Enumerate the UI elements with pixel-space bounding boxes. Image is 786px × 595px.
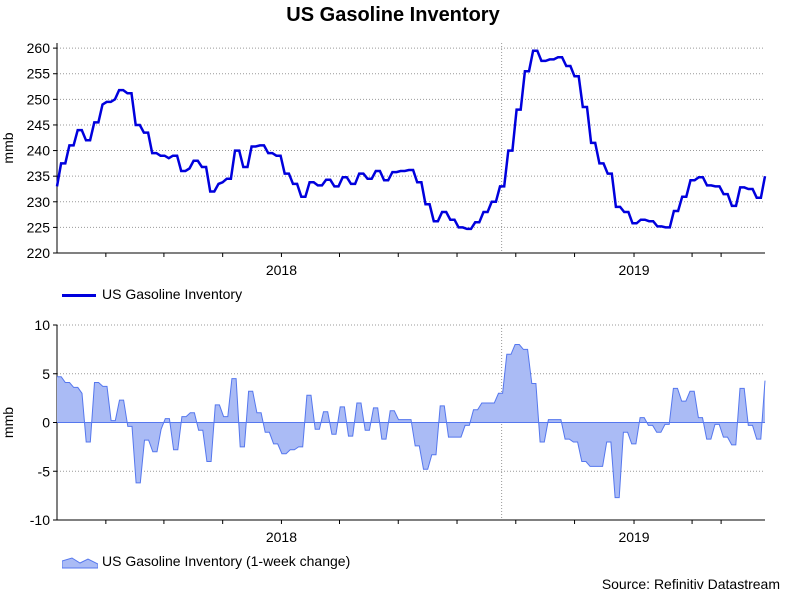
top-ytick-label: 245 [27,117,51,133]
top-ylabel: mmb [0,132,16,163]
bottom-legend-swatch [61,557,99,569]
top-legend-swatch [62,293,96,297]
bottom-legend: US Gasoline Inventory (1-week change) [61,553,351,569]
bottom-ytick-label: 10 [34,317,50,333]
top-ytick-label: 220 [27,245,51,261]
top-ytick-label: 225 [27,219,51,235]
bottom-ylabel: mmb [0,407,16,438]
top-ytick-label: 255 [27,66,51,82]
top-xtick-label: 2019 [618,262,649,278]
top-panel: 220 225 230 235 240 245 250 255 260 2018 2019 mmb [0,40,767,278]
bottom-ytick-label: 5 [42,366,50,382]
bottom-panel: -10 -5 0 5 10 2018 2019 mmb [0,317,766,545]
bottom-ytick-label: -10 [30,512,50,528]
top-ytick-label: 250 [27,91,51,107]
change-line [57,344,766,499]
inventory-line [55,49,767,231]
top-ytick-label: 240 [27,143,51,159]
top-ytick-label: 235 [27,168,51,184]
bottom-ytick-label: 0 [42,415,50,431]
bottom-xtick-label: 2018 [266,529,297,545]
top-ytick-label: 230 [27,194,51,210]
chart-title: US Gasoline Inventory [286,4,500,26]
source-note: Source: Refinitiv Datastream [601,576,780,592]
bottom-ytick-label: -5 [38,463,51,479]
top-ytick-label: 260 [27,40,51,56]
bottom-legend-label: US Gasoline Inventory (1-week change) [102,553,351,569]
bottom-xtick-label: 2019 [618,529,649,545]
top-xtick-label: 2018 [266,262,297,278]
top-legend-label: US Gasoline Inventory [102,286,243,302]
top-legend: US Gasoline Inventory [62,286,242,302]
